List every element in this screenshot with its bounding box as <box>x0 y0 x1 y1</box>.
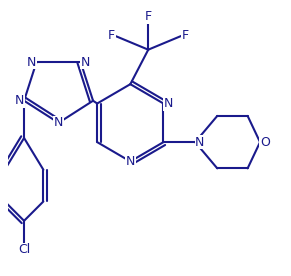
Text: O: O <box>260 136 270 149</box>
Text: Cl: Cl <box>18 243 30 256</box>
Text: N: N <box>81 55 90 69</box>
Text: N: N <box>195 136 205 149</box>
Text: F: F <box>145 10 152 23</box>
Text: F: F <box>181 29 189 43</box>
Text: N: N <box>164 97 173 110</box>
Text: N: N <box>27 55 36 69</box>
Text: N: N <box>15 94 24 107</box>
Text: N: N <box>54 116 63 129</box>
Text: F: F <box>108 29 115 43</box>
Text: N: N <box>126 155 135 168</box>
